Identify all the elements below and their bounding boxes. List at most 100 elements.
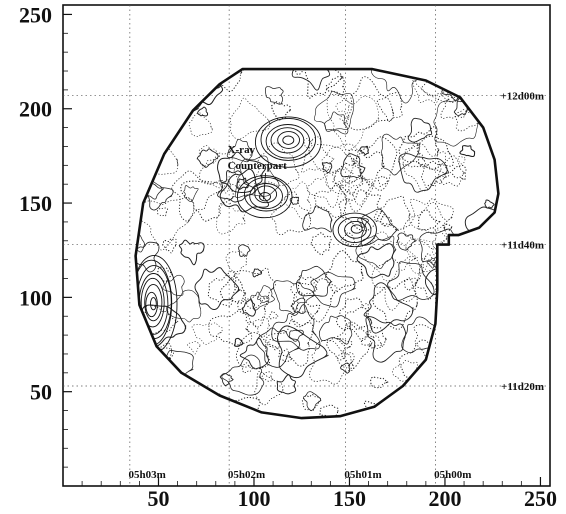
contour-line bbox=[135, 82, 147, 103]
contour-line bbox=[276, 374, 297, 395]
contour-line bbox=[197, 106, 209, 117]
east-blob-contour bbox=[332, 212, 377, 248]
contour-line bbox=[135, 69, 180, 117]
x-tick-label: 250 bbox=[524, 486, 557, 511]
contour-line bbox=[421, 69, 463, 103]
contour-line bbox=[265, 320, 314, 367]
west-edge-source-contour bbox=[138, 273, 169, 335]
y-tick-label: 150 bbox=[19, 191, 52, 216]
contour-line bbox=[398, 339, 438, 385]
x-ray-counterpart-contour bbox=[243, 176, 289, 212]
contour-line bbox=[373, 195, 411, 231]
contour-line bbox=[446, 356, 463, 371]
contour-line bbox=[188, 112, 213, 138]
west-edge-source-contour bbox=[140, 277, 165, 328]
contour-line bbox=[363, 282, 414, 334]
contour-line bbox=[302, 205, 333, 233]
contour-line bbox=[425, 396, 452, 419]
east-blob-contour bbox=[344, 220, 367, 239]
contour-line bbox=[291, 69, 331, 91]
contour-line bbox=[340, 153, 366, 179]
contour-line bbox=[326, 94, 380, 151]
contour-line bbox=[180, 71, 199, 88]
contour-line bbox=[360, 326, 387, 349]
contour-line bbox=[135, 241, 160, 273]
y-tick-label: 250 bbox=[19, 2, 52, 27]
contour-line bbox=[398, 126, 440, 170]
contour-line bbox=[433, 97, 479, 147]
contour-line bbox=[396, 232, 417, 251]
contour-line bbox=[136, 197, 195, 251]
contour-line bbox=[402, 143, 450, 192]
contour-line bbox=[360, 231, 418, 282]
contour-line bbox=[178, 239, 205, 266]
contour-line bbox=[289, 329, 304, 342]
contour-line bbox=[426, 257, 437, 269]
contour-line bbox=[191, 69, 226, 96]
contour-line bbox=[261, 371, 274, 382]
contour-line bbox=[471, 412, 483, 419]
contour-line bbox=[216, 197, 247, 235]
contour-line bbox=[187, 341, 201, 355]
contour-line bbox=[371, 69, 424, 104]
contour-line bbox=[146, 69, 183, 98]
contour-line bbox=[445, 357, 473, 386]
contour-field bbox=[135, 69, 499, 419]
contour-line bbox=[180, 180, 235, 222]
contour-line bbox=[191, 322, 223, 345]
contour-line bbox=[325, 75, 345, 96]
contour-line bbox=[289, 196, 300, 205]
contour-line bbox=[159, 117, 169, 127]
east-blob-contour bbox=[337, 216, 372, 244]
contour-line bbox=[340, 232, 356, 247]
x-ray-counterpart-contour bbox=[236, 175, 293, 219]
north-blob-contour bbox=[277, 131, 300, 149]
dec-grid-label: +11d20m bbox=[501, 381, 544, 393]
contour-line bbox=[405, 238, 444, 274]
contour-line bbox=[252, 268, 263, 278]
y-tick-label: 200 bbox=[19, 97, 52, 122]
y-tick-label: 100 bbox=[19, 285, 52, 310]
contour-line bbox=[306, 170, 344, 208]
contour-line bbox=[268, 310, 279, 320]
contour-line bbox=[338, 189, 383, 232]
contour-line bbox=[276, 325, 329, 379]
contour-line bbox=[219, 179, 232, 194]
contour-line bbox=[421, 163, 447, 189]
contour-line bbox=[332, 161, 364, 196]
contour-line bbox=[199, 151, 241, 189]
contour-line bbox=[310, 232, 332, 256]
contour-line bbox=[235, 332, 271, 370]
ra-grid-label: 05h02m bbox=[228, 469, 265, 481]
contour-line bbox=[336, 297, 373, 331]
contour-line bbox=[236, 177, 250, 190]
contour-line bbox=[413, 323, 464, 367]
contour-line bbox=[492, 396, 499, 412]
contour-line bbox=[241, 299, 256, 317]
contour-line bbox=[407, 117, 433, 143]
contour-line bbox=[271, 304, 321, 351]
contour-line bbox=[238, 244, 251, 257]
contour-line bbox=[256, 327, 301, 368]
contour-line bbox=[221, 354, 265, 396]
contour-line bbox=[194, 267, 241, 311]
x-ray-counterpart-contour bbox=[259, 192, 271, 202]
west-edge-source-contour bbox=[145, 291, 158, 318]
annotation-pointer-line bbox=[263, 173, 267, 200]
contour-line bbox=[379, 214, 393, 227]
north-blob-contour bbox=[254, 116, 322, 168]
contour-line bbox=[387, 261, 435, 301]
plot-frame bbox=[62, 4, 551, 487]
x-tick-label: 150 bbox=[333, 486, 366, 511]
contour-line bbox=[390, 398, 405, 412]
contour-line bbox=[356, 243, 395, 279]
x-tick-label: 50 bbox=[147, 486, 169, 511]
contour-line bbox=[368, 335, 383, 350]
contour-line bbox=[398, 140, 426, 168]
contour-line bbox=[219, 168, 270, 213]
ra-grid-label: 05h03m bbox=[129, 469, 166, 481]
contour-line bbox=[252, 316, 270, 338]
contour-line bbox=[165, 289, 202, 323]
contour-line bbox=[301, 393, 321, 412]
